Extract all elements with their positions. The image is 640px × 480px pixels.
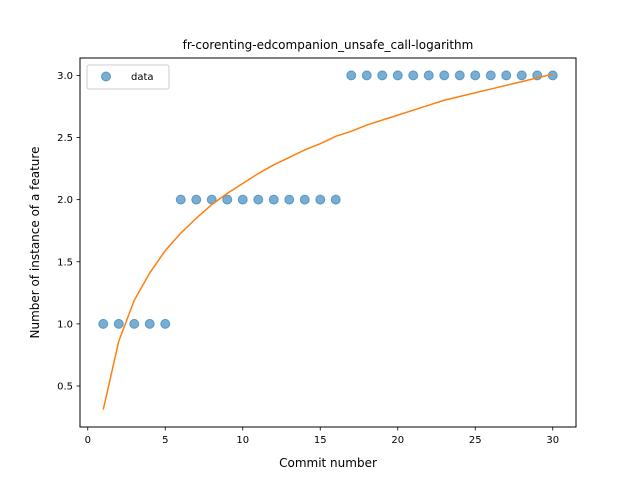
fit-line — [102, 73, 553, 410]
y-tick-label: 2.5 — [57, 133, 73, 144]
x-tick-label: 20 — [391, 435, 404, 446]
plot-frame — [79, 57, 577, 428]
data-point — [439, 70, 450, 81]
data-point — [129, 318, 140, 329]
data-point — [377, 70, 388, 81]
data-point — [315, 194, 326, 205]
data-point — [330, 194, 341, 205]
x-tick-label: 30 — [546, 435, 559, 446]
data-point — [299, 194, 310, 205]
x-tick-label: 10 — [236, 435, 249, 446]
x-tick-label: 25 — [469, 435, 482, 446]
data-point — [423, 70, 434, 81]
data-point — [268, 194, 279, 205]
y-axis-title: Number of instance of a feature — [28, 147, 42, 339]
y-tick-label: 1.0 — [57, 319, 73, 330]
data-point — [175, 194, 186, 205]
data-point — [361, 70, 372, 81]
x-tick-label: 15 — [314, 435, 327, 446]
legend-label-data: data — [131, 72, 154, 83]
plot-area — [98, 70, 558, 410]
data-point — [253, 194, 264, 205]
data-point — [98, 318, 109, 329]
data-point — [113, 318, 124, 329]
data-point — [222, 194, 233, 205]
legend: data — [86, 64, 170, 90]
y-tick-label: 1.5 — [57, 257, 73, 268]
x-axis-title: Commit number — [279, 456, 377, 470]
data-point — [392, 70, 403, 81]
x-axis: 0 5 10 15 20 25 30 — [85, 427, 559, 446]
y-tick-label: 0.5 — [57, 382, 73, 393]
data-point — [160, 318, 171, 329]
data-point — [501, 70, 512, 81]
y-tick-label: 2.0 — [57, 195, 73, 206]
data-point — [516, 70, 527, 81]
data-point — [454, 70, 465, 81]
y-tick-label: 3.0 — [57, 71, 73, 82]
data-point — [237, 194, 248, 205]
x-tick-label: 5 — [162, 435, 168, 446]
data-point — [485, 70, 496, 81]
legend-box — [86, 64, 170, 90]
data-point — [470, 70, 481, 81]
legend-marker-data — [101, 71, 111, 82]
data-point — [408, 70, 419, 81]
y-axis: 0.5 1.0 1.5 2.0 2.5 3.0 — [57, 71, 80, 393]
data-point — [346, 70, 357, 81]
data-point — [191, 194, 202, 205]
data-point — [284, 194, 295, 205]
x-tick-label: 0 — [85, 435, 91, 446]
chart-title: fr-corenting-edcompanion_unsafe_call-log… — [183, 38, 474, 52]
data-point — [144, 318, 155, 329]
